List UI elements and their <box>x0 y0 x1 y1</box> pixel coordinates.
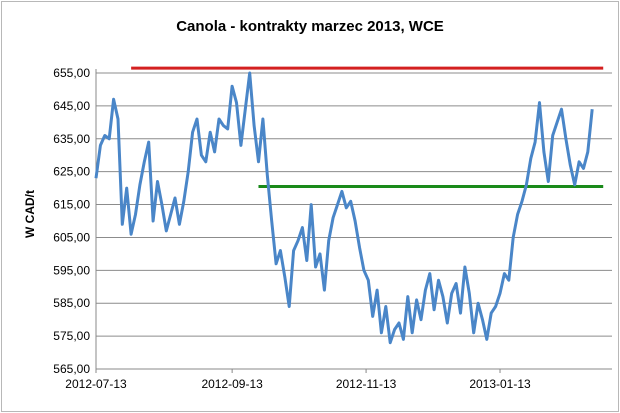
y-tick-label: 615,00 <box>53 198 90 212</box>
y-axis-label: W CAD/t <box>23 190 37 238</box>
y-tick-label: 655,00 <box>53 66 90 80</box>
y-tick-label: 635,00 <box>53 132 90 146</box>
y-tick-label: 565,00 <box>53 362 90 376</box>
series-group <box>94 71 594 345</box>
x-tick-label: 2013-01-13 <box>469 377 531 391</box>
series-line <box>94 71 594 345</box>
reference-lines <box>131 66 604 188</box>
y-tick-label: 575,00 <box>53 329 90 343</box>
y-tick-label: 585,00 <box>53 296 90 310</box>
x-tick-label: 2012-09-13 <box>201 377 263 391</box>
y-tick-label: 595,00 <box>53 263 90 277</box>
y-tick-label: 625,00 <box>53 165 90 179</box>
y-tick-labels: 655,00 645,00 635,00 625,00 615,00 605,00 595,… <box>53 66 90 376</box>
chart-title: Canola - kontrakty marzec 2013, WCE <box>176 18 444 35</box>
x-tick-label: 2012-11-13 <box>336 377 397 391</box>
y-tick-label: 645,00 <box>53 99 90 113</box>
y-tick-label: 605,00 <box>53 230 90 244</box>
x-tick-labels: 2012-07-13 2012-09-13 2012-11-13 2013-01-13 <box>65 369 531 391</box>
x-tick-label: 2012-07-13 <box>65 377 127 391</box>
